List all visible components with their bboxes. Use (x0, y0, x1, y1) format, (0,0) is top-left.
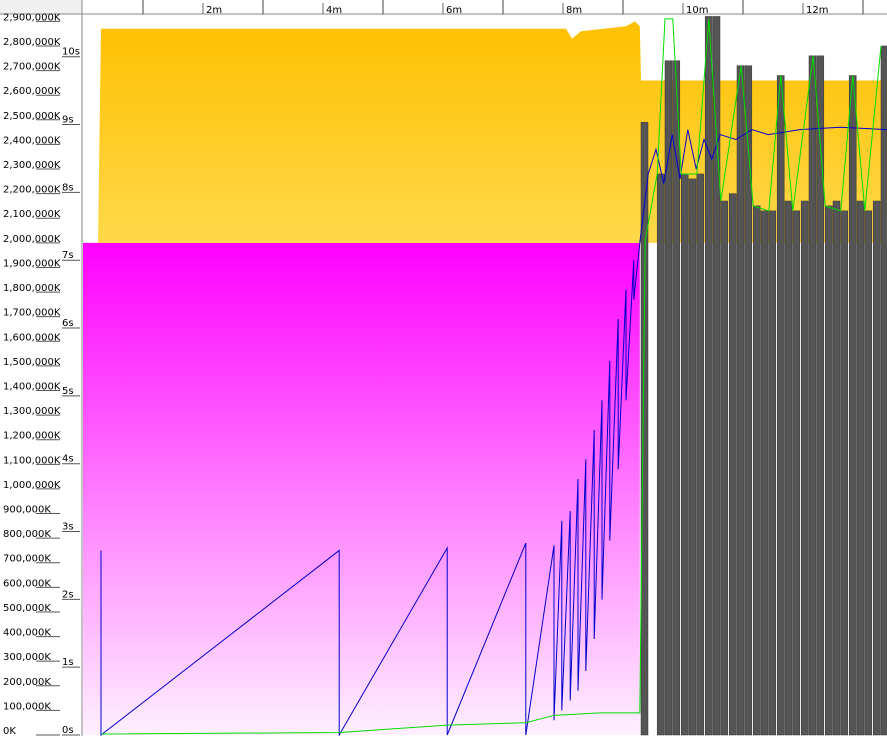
y-tick-label: 1,400,000K (3, 381, 61, 392)
y-tick-label: 1,900,000K (3, 258, 61, 269)
y-tick-label: 1,800,000K (3, 283, 61, 294)
bar (864, 210, 873, 736)
y-tick-label: 1,300,000K (3, 406, 61, 417)
bar (760, 210, 769, 736)
y2-tick-label: 6s (62, 318, 74, 329)
bar (752, 205, 761, 736)
bar (656, 173, 665, 736)
y-tick-label: 1,600,000K (3, 332, 61, 343)
x-tick-label: 6m (446, 5, 462, 16)
bar (784, 200, 793, 736)
line (100, 18, 882, 735)
y-tick-label: 1,700,000K (3, 308, 61, 319)
bar (704, 16, 713, 736)
y2-tick-label: 9s (62, 115, 74, 126)
bar (816, 55, 825, 736)
y-tick-label: 2,700,000K (3, 62, 61, 73)
y-tick-label: 0K (3, 726, 16, 736)
y2-tick-label: 10s (62, 47, 80, 58)
x-tick-label: 12m (806, 5, 828, 16)
y-tick-label: 2,800,000K (3, 37, 61, 48)
y2-tick-label: 3s (62, 522, 74, 533)
y-tick-label: 2,200,000K (3, 185, 61, 196)
bar (840, 210, 849, 736)
y2-tick-label: 5s (62, 386, 74, 397)
y-tick-label: 1,200,000K (3, 431, 61, 442)
bar (832, 200, 841, 736)
corner (0, 0, 82, 14)
y-tick-label: 1,000,000K (3, 480, 61, 491)
bar (872, 200, 881, 736)
x-tick-label: 8m (566, 5, 582, 16)
y-tick-label: 2,100,000K (3, 209, 61, 220)
x-tick-label: 10m (686, 5, 708, 16)
y-tick-label: 900,000K (3, 505, 51, 516)
y-tick-label: 2,300,000K (3, 160, 61, 171)
x-tick-label: 4m (326, 5, 342, 16)
y2-tick-label: 8s (62, 182, 74, 193)
bar (880, 45, 887, 736)
bar (688, 178, 697, 736)
y-tick-label: 2,900,000K (3, 12, 61, 23)
area (83, 242, 640, 735)
y2-tick-label: 1s (62, 657, 74, 668)
bar (728, 193, 737, 736)
y-tick-label: 400,000K (3, 628, 51, 639)
bar (776, 75, 785, 736)
bar (800, 200, 809, 736)
line (100, 126, 887, 736)
bar (856, 200, 865, 736)
y-tick-label: 300,000K (3, 652, 51, 663)
bar (720, 200, 729, 736)
y2-tick-label: 4s (62, 454, 74, 465)
x-tick-label: 2m (206, 5, 222, 16)
bar (736, 65, 745, 736)
bar (672, 60, 681, 736)
y-tick-label: 100,000K (3, 701, 51, 712)
y2-tick-label: 7s (62, 250, 74, 261)
y-tick-label: 2,500,000K (3, 111, 61, 122)
bar (792, 210, 801, 736)
bar (824, 205, 833, 736)
bar (640, 122, 649, 736)
bar (712, 16, 721, 736)
y-tick-label: 1,500,000K (3, 357, 61, 368)
y-tick-label: 2,000,000K (3, 234, 61, 245)
y-tick-label: 800,000K (3, 529, 51, 540)
y2-tick-label: 0s (62, 725, 74, 736)
bar (848, 75, 857, 736)
y-tick-label: 2,600,000K (3, 86, 61, 97)
bar (808, 55, 817, 736)
y-tick-label: 500,000K (3, 603, 51, 614)
y-tick-label: 200,000K (3, 677, 51, 688)
bar (680, 173, 689, 736)
y-tick-label: 600,000K (3, 578, 51, 589)
y2-tick-label: 2s (62, 589, 74, 600)
y-tick-label: 1,100,000K (3, 455, 61, 466)
y-tick-label: 2,400,000K (3, 135, 61, 146)
bar (696, 173, 705, 736)
bar (768, 210, 777, 736)
bar (744, 65, 753, 736)
bar (664, 60, 673, 736)
y-tick-label: 700,000K (3, 554, 51, 565)
